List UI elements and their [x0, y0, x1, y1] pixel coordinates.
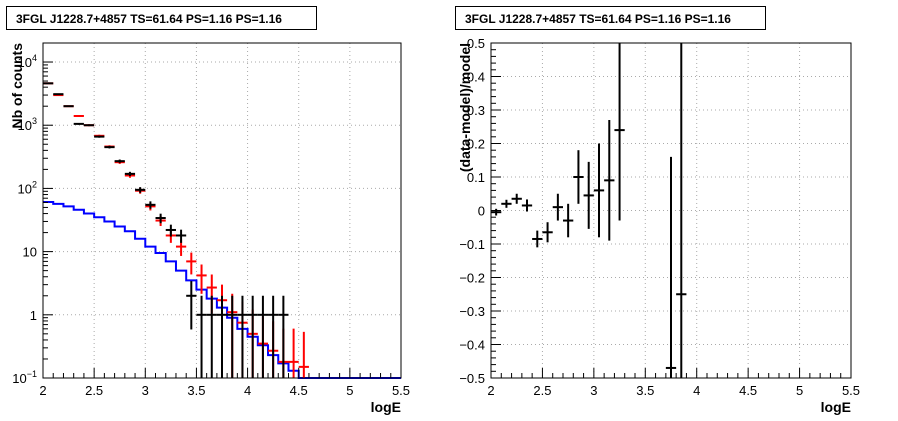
- y-tick-label: 10: [23, 245, 37, 260]
- y-tick-label: 0.3: [467, 103, 485, 118]
- x-tick-label: 5: [346, 383, 353, 398]
- y-tick-label: −0.4: [459, 338, 485, 353]
- x-axis-label: logE: [821, 399, 851, 415]
- x-tick-label: 5.5: [842, 383, 860, 398]
- y-tick-label: 0: [478, 204, 485, 219]
- counts-spectrum-plot: 2 2.5 3 3.5 4 4.5 5 5.5 10−1 1 10 102 103 104 logE Nb o…: [9, 42, 410, 415]
- x-tick-label: 3.5: [636, 383, 654, 398]
- x-tick-label: 4.5: [290, 383, 308, 398]
- x-axis-label: logE: [371, 399, 401, 415]
- x-tick-label: 2.5: [533, 383, 551, 398]
- y-tick-label: 0.5: [467, 36, 485, 51]
- y-tick-label: 103: [18, 116, 37, 133]
- right-panel-title: 3FGL J1228.7+4857 TS=61.64 PS=1.16 PS=1.…: [455, 6, 766, 30]
- x-tick-label: 2: [487, 383, 494, 398]
- x-tick-label: 2.5: [85, 383, 103, 398]
- y-axis-label: (data-model)/model: [457, 43, 473, 172]
- left-panel-title: 3FGL J1228.7+4857 TS=61.64 PS=1.16 PS=1.…: [6, 6, 317, 30]
- x-tick-label: 4: [244, 383, 251, 398]
- x-tick-label: 5.5: [392, 383, 410, 398]
- x-tick-label: 2: [39, 383, 46, 398]
- residuals-plot: 2 2.5 3 3.5 4 4.5 5 5.5 −0.5 −0.4 −0.3 −0.2 −0.1 0 0.1…: [457, 36, 860, 415]
- y-tick-label: −0.1: [459, 237, 485, 252]
- y-tick-label: 1: [30, 308, 37, 323]
- y-tick-label: −0.5: [459, 371, 485, 386]
- y-tick-label: 10−1: [12, 369, 37, 386]
- y-tick-label: −0.2: [459, 271, 485, 286]
- y-tick-label: 104: [18, 53, 37, 70]
- y-tick-label: 0.2: [467, 137, 485, 152]
- y-tick-label: 102: [18, 179, 37, 196]
- left-plot-frame: [42, 42, 402, 379]
- x-tick-label: 5: [796, 383, 803, 398]
- y-tick-label: 0.4: [467, 70, 485, 85]
- y-axis-label: Nb of counts: [9, 43, 25, 129]
- x-tick-label: 3.5: [187, 383, 205, 398]
- x-tick-label: 3: [142, 383, 149, 398]
- x-tick-label: 4.5: [739, 383, 757, 398]
- x-tick-label: 4: [693, 383, 700, 398]
- y-tick-label: 0.1: [467, 170, 485, 185]
- y-tick-label: −0.3: [459, 304, 485, 319]
- x-tick-label: 3: [590, 383, 597, 398]
